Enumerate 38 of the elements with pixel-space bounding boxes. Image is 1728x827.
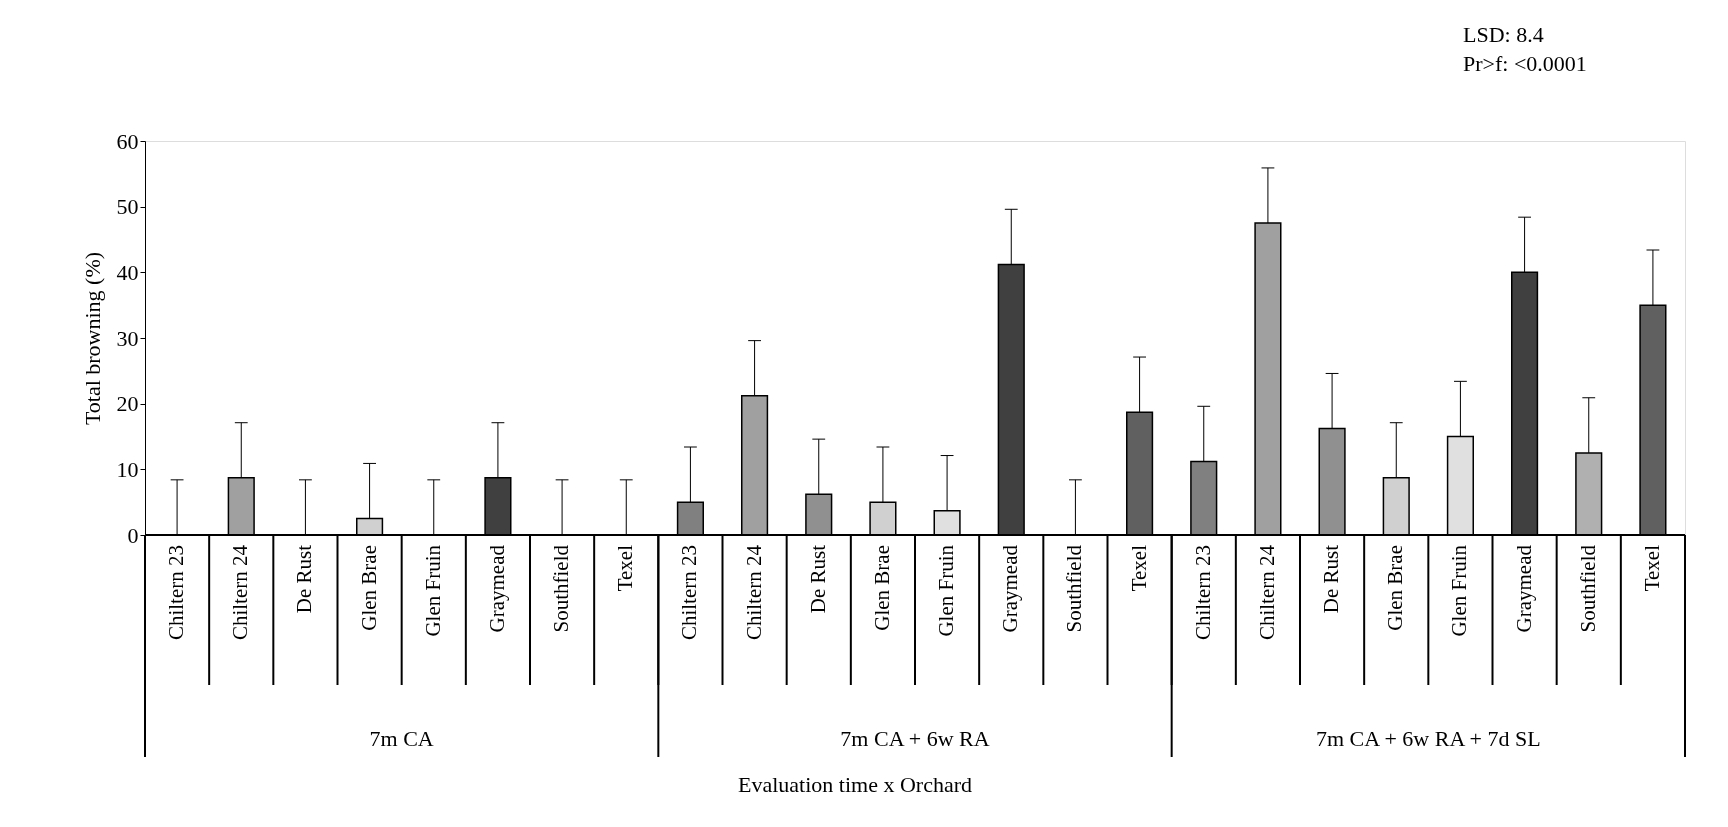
y-tick-label: 0 [127,522,139,548]
x-tick-label: Texel [1126,544,1151,592]
x-tick-label: Southfield [1575,544,1600,633]
text: 7m CA + 6w RA + 7d SL [1315,726,1541,751]
x-tick-label: Chiltern 23 [164,545,189,641]
x-tick-label: Glen Fruin [1447,544,1472,637]
x-tick-label: De Rust [292,544,317,614]
x-tick-label: De Rust [1319,544,1344,614]
x-tick-label: Glen Fruin [934,544,959,637]
x-tick-label: Chiltern 23 [1190,545,1215,641]
y-tick-label: 20 [116,391,139,417]
x-tick-label: Southfield [549,544,574,633]
x-tick-label: Chiltern 23 [677,545,702,641]
y-tick-label: 10 [116,456,139,482]
x-tick-label: Chiltern 24 [1254,544,1279,641]
x-tick-label: Graymead [998,544,1023,633]
x-tick-label: Glen Brae [356,545,381,631]
x-tick-label: Graymead [484,544,509,633]
y-tick-label: 50 [116,194,139,220]
x-tick-label: Chiltern 24 [228,544,253,641]
x-tick-label: Southfield [1062,544,1087,633]
x-tick-label: Texel [613,544,638,592]
text: Evaluation time x Orchard [738,772,972,797]
text: 7m CA [369,726,434,751]
text: Pr>f: <0.0001 [1463,51,1587,76]
y-tick-label: 60 [116,128,139,154]
y-tick-label: 30 [116,325,139,351]
x-tick-label: Glen Fruin [420,544,445,637]
x-tick-label: Glen Brae [869,545,894,631]
x-tick-label: De Rust [805,544,830,614]
x-tick-label: Graymead [1511,544,1536,633]
y-tick-label: 40 [116,259,139,285]
y-axis-title: Total browning (%) [79,251,105,426]
text: LSD: 8.4 [1463,22,1544,47]
x-tick-label: Glen Brae [1383,545,1408,631]
x-tick-label: Chiltern 24 [741,544,766,641]
x-tick-label: Texel [1639,544,1664,592]
text: 7m CA + 6w RA [840,726,990,751]
